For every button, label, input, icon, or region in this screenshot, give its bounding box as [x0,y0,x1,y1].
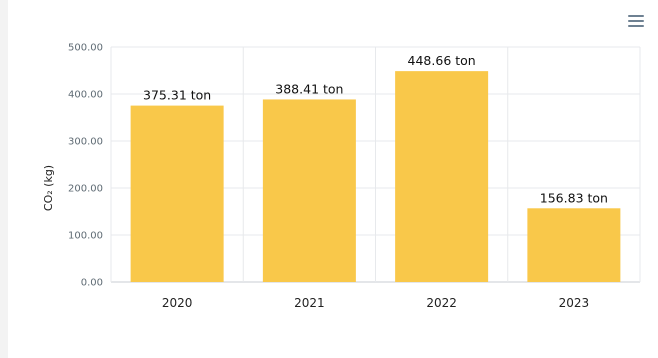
x-axis-ticks: 2020 2021 2022 2023 [162,296,589,310]
x-tick-label: 2020 [162,296,193,310]
y-axis-ticks: 0.00 100.00 200.00 300.00 400.00 500.00 [68,43,103,289]
bars [130,71,621,283]
y-tick-label: 0.00 [81,278,103,289]
y-tick-label: 300.00 [68,137,103,148]
y-tick-label: 100.00 [68,231,103,242]
hamburger-menu-icon[interactable] [628,15,644,27]
bar-2023 [527,208,621,282]
bar-data-labels: 375.31 ton 388.41 ton 448.66 ton 156.83 ton [143,53,608,205]
x-tick-label: 2023 [559,296,590,310]
bar-data-label: 375.31 ton [143,88,211,103]
x-tick-label: 2022 [426,296,457,310]
x-tick-label: 2021 [294,296,325,310]
y-tick-label: 500.00 [68,43,103,54]
y-tick-label: 400.00 [68,90,103,101]
bar-data-label: 388.41 ton [275,81,343,96]
bar-2021 [262,99,356,282]
bar-data-label: 156.83 ton [540,190,608,205]
bar-2022 [395,71,489,283]
bar-2020 [130,105,224,282]
y-axis-title: CO₂ (kg) [42,165,55,211]
y-tick-label: 200.00 [68,184,103,195]
bar-data-label: 448.66 ton [408,53,476,68]
